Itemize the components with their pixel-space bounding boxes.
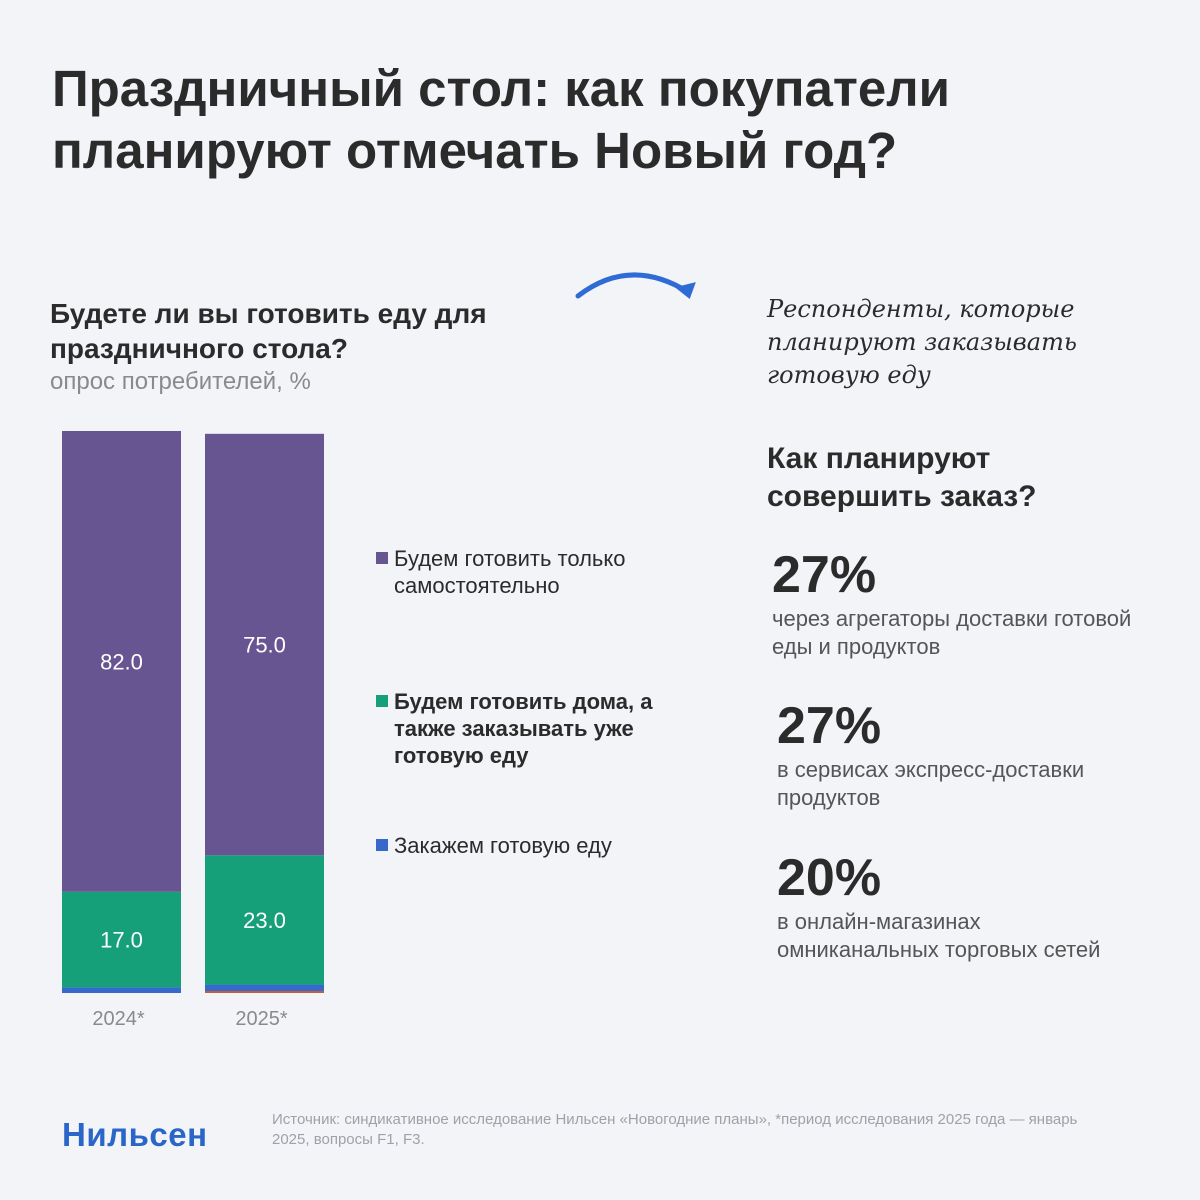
chart-question-title: Будете ли вы готовить еду для празднично… (50, 298, 487, 364)
order-question: Как планируют совершить заказ? (767, 442, 1037, 513)
x-tick-label: 2025* (235, 1008, 287, 1030)
legend-label: Будем готовить дома, а также заказывать … (394, 689, 653, 768)
legend-item-cook-self: Будем готовить только самостоятельно (376, 545, 676, 599)
respondents-note: Респонденты, которые планируют заказыват… (767, 295, 1077, 389)
data-label: 23.0 (243, 908, 286, 933)
legend-swatch (376, 552, 388, 564)
data-label: 17.0 (100, 928, 143, 953)
bar-segment-2025-s1 (205, 855, 324, 985)
legend-swatch (376, 695, 388, 707)
legend-item-order-ready: Закажем готовую еду (376, 832, 676, 859)
bar-segment-2024-s0 (62, 987, 181, 993)
legend-swatch (376, 839, 388, 851)
stat-percent: 27% (777, 697, 882, 755)
bar-segment-2025-s2 (205, 433, 324, 856)
legend-label: Будем готовить только самостоятельно (394, 546, 626, 598)
data-label: 82.0 (100, 649, 143, 674)
bar-segment-2024-s2 (62, 431, 181, 892)
stat-description: в онлайн-магазинах омниканальных торговы… (777, 909, 1101, 962)
stat-omnichannel: 20% в онлайн-магазинах омниканальных тор… (777, 850, 1137, 964)
bar-base-sliver-2025 (205, 991, 324, 993)
x-tick-label: 2024* (92, 1008, 144, 1030)
nielsen-logo: Нильсен (62, 1116, 208, 1153)
stat-express-delivery: 27% в сервисах экспресс-доставки продукт… (777, 698, 1137, 812)
bar-segment-2025-s0 (205, 984, 324, 993)
bar-segment-2024-s1 (62, 891, 181, 988)
stat-description: в сервисах экспресс-доставки продуктов (777, 757, 1085, 810)
page-title: Праздничный стол: как покупатели планиру… (52, 60, 950, 179)
legend-label: Закажем готовую еду (394, 833, 612, 858)
stacked-bar-chart: 17.0 82.0 2024* 23.0 75.0 2025* (62, 431, 324, 1030)
source-note: Источник: синдикативное исследование Нил… (272, 1111, 1078, 1148)
stat-percent: 27% (772, 546, 877, 604)
data-label: 75.0 (243, 633, 286, 658)
stat-description: через агрегаторы доставки готовой еды и … (772, 606, 1132, 659)
legend-item-cook-and-order: Будем готовить дома, а также заказывать … (376, 688, 676, 769)
stat-aggregators: 27% через агрегаторы доставки готовой ед… (772, 547, 1132, 661)
stat-percent: 20% (777, 849, 882, 907)
curved-arrow-icon (575, 272, 696, 300)
chart-subtitle: опрос потребителей, % (50, 368, 311, 395)
